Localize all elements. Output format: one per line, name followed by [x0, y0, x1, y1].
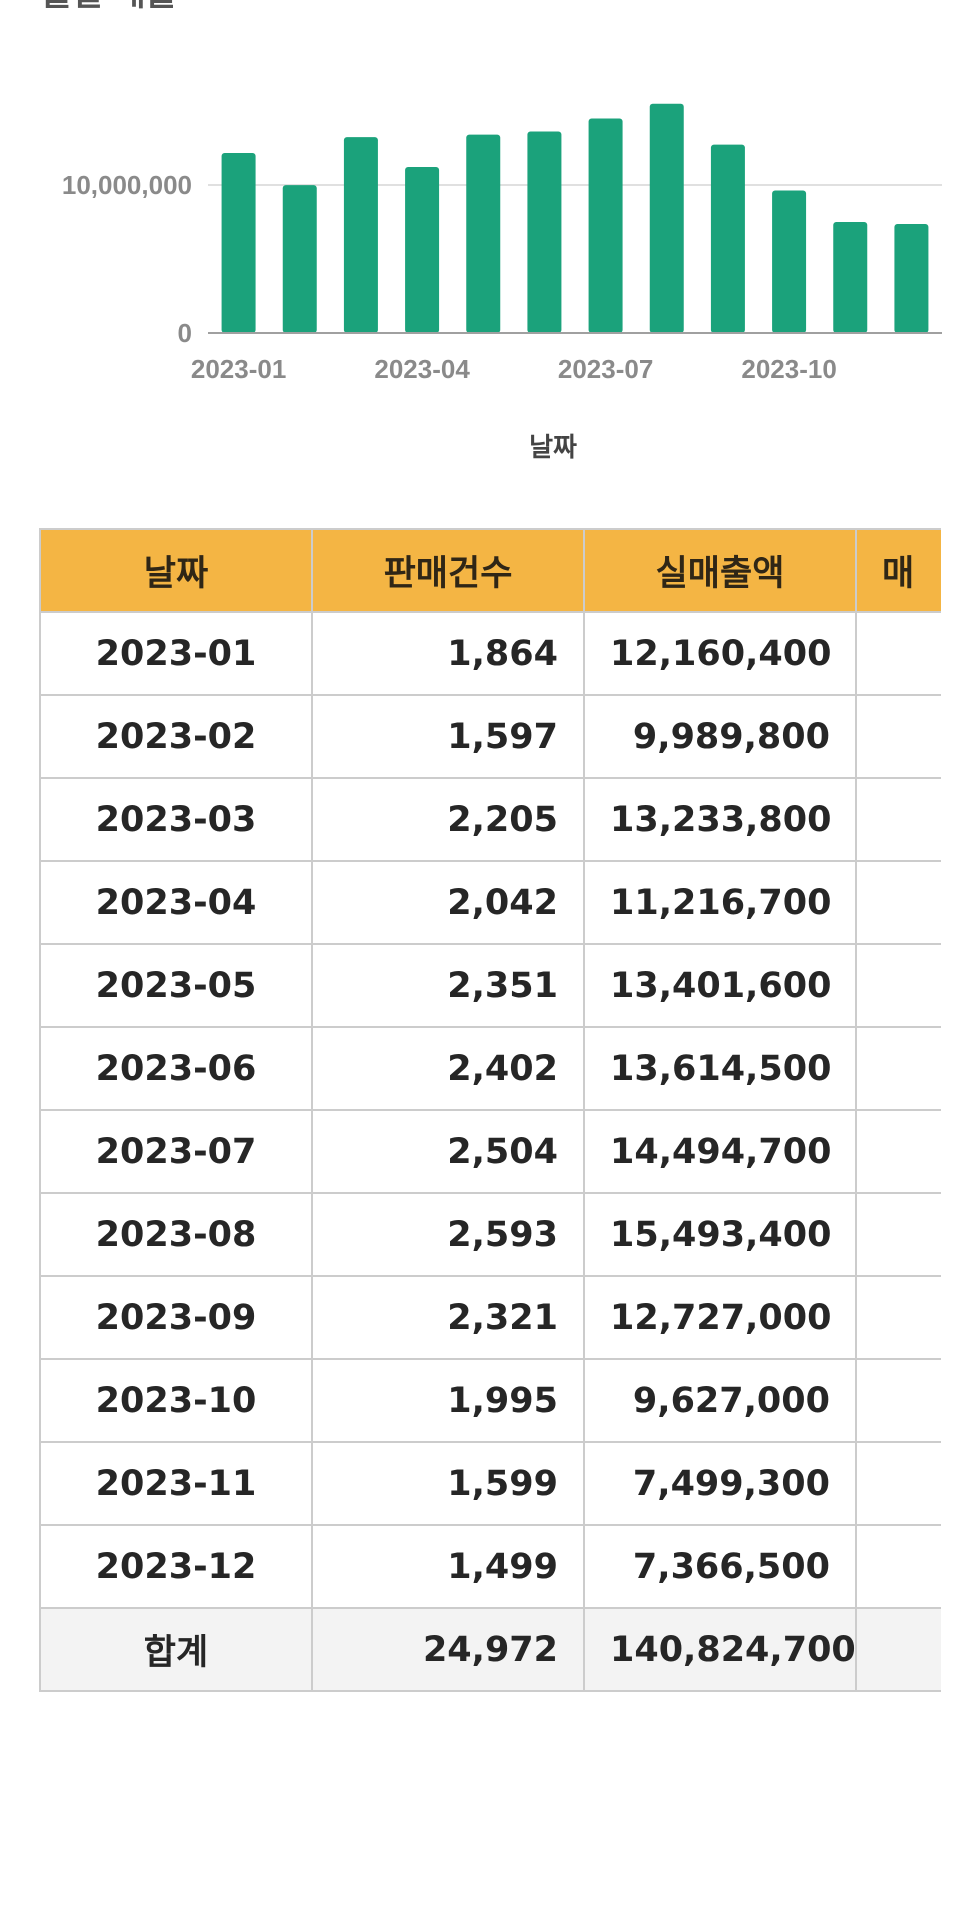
cell-date: 2023-07 [39, 1109, 313, 1194]
cell-count: 1,499 [311, 1524, 585, 1609]
bar[interactable] [588, 118, 623, 333]
cell-count: 2,321 [311, 1275, 585, 1360]
cell-date: 2023-03 [39, 777, 313, 862]
cell-count: 1,597 [311, 694, 585, 779]
cell-count: 2,351 [311, 943, 585, 1028]
cell-count: 2,593 [311, 1192, 585, 1277]
table-total-row: 합계 24,972 140,824,700 [39, 1607, 941, 1692]
cell-total-label: 합계 [39, 1607, 313, 1692]
cell-count: 1,599 [311, 1441, 585, 1526]
bar[interactable] [343, 137, 378, 333]
table-row: 2023-01 1,864 12,160,400 [39, 611, 941, 696]
cell-date: 2023-05 [39, 943, 313, 1028]
cell-total-sales: 140,824,700 [583, 1607, 857, 1692]
cell-partial [855, 1026, 941, 1111]
cell-sales: 9,989,800 [583, 694, 857, 779]
cell-sales: 9,627,000 [583, 1358, 857, 1443]
cell-partial [855, 1524, 941, 1609]
cell-date: 2023-01 [39, 611, 313, 696]
cell-sales: 13,614,500 [583, 1026, 857, 1111]
bar[interactable] [405, 166, 440, 333]
cell-total-count: 24,972 [311, 1607, 585, 1692]
table-row: 2023-08 2,593 15,493,400 [39, 1192, 941, 1277]
bar[interactable] [649, 103, 684, 333]
cell-date: 2023-08 [39, 1192, 313, 1277]
table-row: 2023-12 1,499 7,366,500 [39, 1524, 941, 1609]
section-title: 월별 매출 [40, 0, 177, 15]
cell-sales: 15,493,400 [583, 1192, 857, 1277]
cell-count: 2,504 [311, 1109, 585, 1194]
cell-partial [855, 611, 941, 696]
cell-sales: 13,233,800 [583, 777, 857, 862]
cell-sales: 7,366,500 [583, 1524, 857, 1609]
cell-count: 1,995 [311, 1358, 585, 1443]
cell-date: 2023-02 [39, 694, 313, 779]
table-row: 2023-04 2,042 11,216,700 [39, 860, 941, 945]
cell-sales: 12,160,400 [583, 611, 857, 696]
table-header-row: 날짜 판매건수 실매출액 매 [39, 528, 941, 613]
cell-sales: 13,401,600 [583, 943, 857, 1028]
cell-date: 2023-12 [39, 1524, 313, 1609]
cell-partial [855, 1109, 941, 1194]
table-row: 2023-06 2,402 13,614,500 [39, 1026, 941, 1111]
cell-date: 2023-09 [39, 1275, 313, 1360]
cell-partial [855, 1441, 941, 1526]
cell-partial [855, 1358, 941, 1443]
cell-date: 2023-04 [39, 860, 313, 945]
cell-date: 2023-06 [39, 1026, 313, 1111]
table-row: 2023-07 2,504 14,494,700 [39, 1109, 941, 1194]
bar-chart: 0 10,000,000 2023-01 2023-04 2023-07 2023-10 날… [62, 103, 942, 463]
cell-date: 2023-11 [39, 1441, 313, 1526]
table-row: 2023-05 2,351 13,401,600 [39, 943, 941, 1028]
bar[interactable] [833, 222, 868, 333]
sales-table-container[interactable]: 날짜 판매건수 실매출액 매 2023-01 1,864 12,160,400 202… [39, 528, 941, 1716]
cell-sales: 11,216,700 [583, 860, 857, 945]
x-tick-label: 2023-01 [191, 354, 286, 384]
bar[interactable] [527, 131, 562, 333]
cell-sales: 14,494,700 [583, 1109, 857, 1194]
bar[interactable] [282, 185, 317, 333]
cell-count: 1,864 [311, 611, 585, 696]
cell-partial [855, 860, 941, 945]
cell-sales: 12,727,000 [583, 1275, 857, 1360]
bar[interactable] [221, 153, 256, 333]
x-tick-label: 2023-10 [741, 354, 836, 384]
cell-count: 2,402 [311, 1026, 585, 1111]
x-tick-label: 2023-07 [558, 354, 653, 384]
column-header-count[interactable]: 판매건수 [311, 528, 585, 613]
table-row: 2023-02 1,597 9,989,800 [39, 694, 941, 779]
table-row: 2023-09 2,321 12,727,000 [39, 1275, 941, 1360]
x-tick-label: 2023-04 [374, 354, 470, 384]
x-axis-title: 날짜 [529, 433, 577, 463]
cell-partial [855, 1275, 941, 1360]
y-tick-label: 0 [178, 318, 192, 348]
column-header-date[interactable]: 날짜 [39, 528, 313, 613]
bar[interactable] [710, 144, 745, 333]
table-row: 2023-11 1,599 7,499,300 [39, 1441, 941, 1526]
sales-table: 날짜 판매건수 실매출액 매 2023-01 1,864 12,160,400 202… [39, 528, 941, 1692]
table-row: 2023-03 2,205 13,233,800 [39, 777, 941, 862]
cell-date: 2023-10 [39, 1358, 313, 1443]
bar[interactable] [894, 223, 929, 333]
cell-partial [855, 1192, 941, 1277]
cell-sales: 7,499,300 [583, 1441, 857, 1526]
cell-partial [855, 943, 941, 1028]
bar[interactable] [466, 134, 501, 333]
y-tick-label: 10,000,000 [62, 170, 192, 200]
cell-partial [855, 694, 941, 779]
table-row: 2023-10 1,995 9,627,000 [39, 1358, 941, 1443]
cell-partial [855, 1607, 941, 1692]
bar[interactable] [772, 190, 807, 333]
cell-count: 2,205 [311, 777, 585, 862]
cell-count: 2,042 [311, 860, 585, 945]
cell-partial [855, 777, 941, 862]
column-header-sales[interactable]: 실매출액 [583, 528, 857, 613]
column-header-partial[interactable]: 매 [855, 528, 941, 613]
